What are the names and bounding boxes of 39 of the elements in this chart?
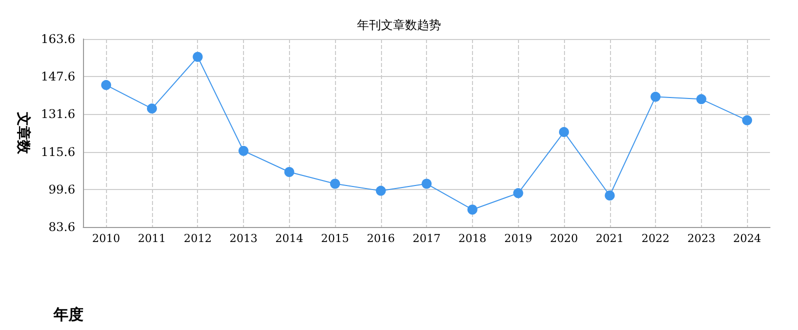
point — [284, 167, 294, 178]
x-tick-label: 2020 — [550, 232, 578, 245]
x-tick-label: 2013 — [229, 232, 258, 245]
y-tick-label: 99.6 — [48, 182, 76, 196]
y-tick-label: 147.6 — [40, 70, 76, 84]
x-tick-label: 2016 — [366, 232, 395, 245]
point — [558, 127, 569, 138]
chart-title: 年刊文章数趋势 — [357, 18, 441, 32]
point — [192, 52, 203, 62]
point — [696, 94, 706, 104]
point — [422, 178, 432, 189]
x-tick-label: 2010 — [92, 232, 120, 245]
x-tick-label: 2017 — [412, 232, 441, 245]
point — [376, 186, 386, 196]
x-tick-label: 2014 — [275, 232, 304, 245]
point — [238, 146, 248, 156]
x-tick-label: 2022 — [642, 232, 670, 245]
x-tick-label: 2015 — [321, 232, 350, 245]
x-tick-label: 2018 — [458, 232, 486, 245]
x-tick-label: 2023 — [687, 232, 716, 245]
point — [101, 80, 112, 90]
x-tick-label: 2021 — [596, 232, 624, 245]
y-tick-label: 83.6 — [48, 220, 76, 234]
point — [146, 104, 157, 114]
point — [742, 115, 752, 126]
x-tick-label: 2012 — [184, 232, 212, 245]
y-axis-title: 文章数 — [15, 111, 32, 155]
y-tick-label: 163.6 — [40, 32, 76, 46]
point — [604, 190, 615, 201]
x-axis-title: 年度 — [52, 306, 84, 324]
point — [513, 188, 524, 198]
point — [330, 178, 340, 189]
point — [467, 204, 478, 215]
point — [650, 92, 661, 102]
y-tick-label: 131.6 — [40, 107, 76, 122]
y-tick-label: 115.6 — [40, 144, 76, 159]
x-tick-label: 2024 — [733, 232, 762, 245]
x-tick-label: 2011 — [138, 232, 166, 245]
x-tick-label: 2019 — [504, 232, 532, 245]
